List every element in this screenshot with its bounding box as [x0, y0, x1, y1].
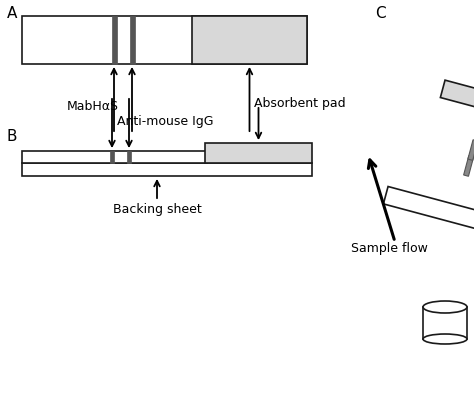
Polygon shape: [383, 187, 474, 242]
Bar: [127, 151, 131, 163]
Bar: [130, 16, 135, 64]
Bar: [22, 163, 312, 176]
Text: A: A: [7, 6, 18, 21]
FancyBboxPatch shape: [423, 307, 467, 339]
Text: C: C: [375, 6, 386, 21]
Bar: [112, 16, 117, 64]
Text: Sample flow: Sample flow: [351, 242, 428, 255]
Text: Anti-mouse IgG: Anti-mouse IgG: [117, 114, 213, 128]
Text: MabHαS: MabHαS: [67, 99, 119, 112]
Bar: [110, 151, 114, 163]
Bar: [192, 16, 307, 64]
Ellipse shape: [423, 334, 467, 344]
Bar: [22, 16, 307, 64]
Polygon shape: [464, 156, 474, 176]
Ellipse shape: [423, 301, 467, 313]
Polygon shape: [468, 140, 474, 160]
Bar: [22, 151, 207, 163]
Text: Absorbent pad: Absorbent pad: [255, 97, 346, 111]
Text: B: B: [7, 129, 18, 144]
Bar: [205, 143, 312, 163]
Polygon shape: [440, 80, 474, 121]
Text: Backing sheet: Backing sheet: [113, 203, 201, 216]
